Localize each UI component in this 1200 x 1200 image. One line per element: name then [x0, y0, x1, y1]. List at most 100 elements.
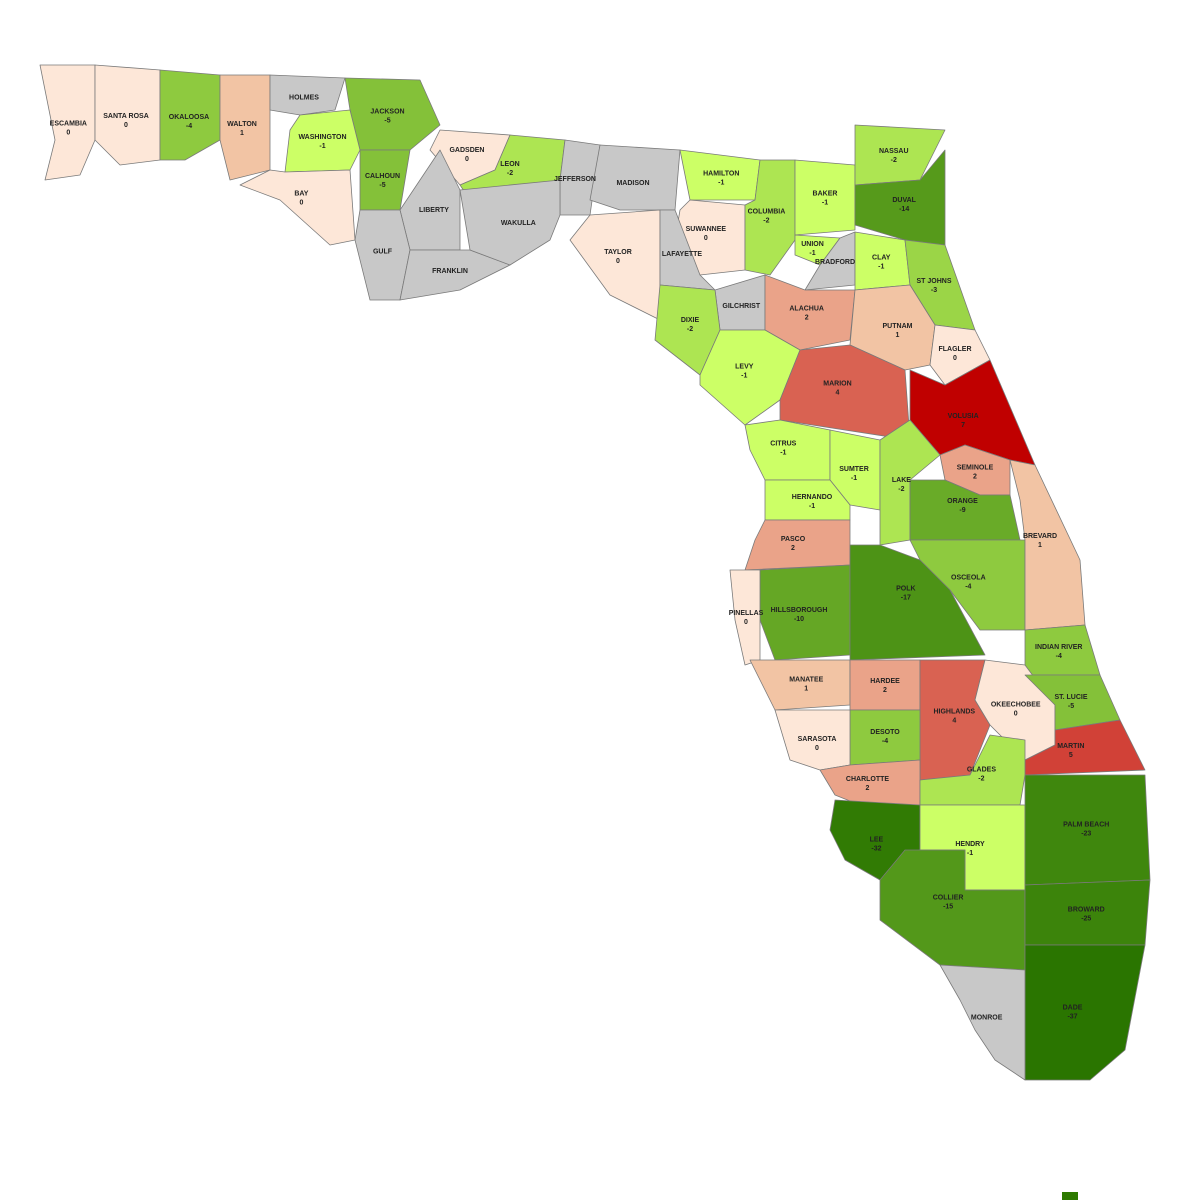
- county-value: 2: [973, 474, 977, 481]
- county-value: -4: [882, 738, 888, 745]
- county-value: 4: [836, 389, 840, 396]
- county-value: -32: [871, 845, 881, 852]
- county-name: GILCHRIST: [722, 303, 760, 310]
- county-name: WASHINGTON: [298, 134, 346, 141]
- county-name: MARTIN: [1057, 743, 1084, 750]
- county-value: -1: [319, 143, 325, 150]
- county-value: 0: [953, 355, 957, 362]
- county-value: 0: [124, 122, 128, 129]
- county: [744, 519, 851, 571]
- county-name: SUMTER: [839, 466, 869, 473]
- county: [559, 139, 601, 216]
- county-name: HARDEE: [870, 678, 900, 685]
- county-name: MADISON: [616, 180, 649, 187]
- county-value: -37: [1067, 1014, 1077, 1021]
- county-value: -1: [967, 850, 973, 857]
- county-value: 1: [804, 686, 808, 693]
- county: [939, 964, 1026, 1081]
- county-value: 0: [465, 156, 469, 163]
- county-value: 2: [866, 785, 870, 792]
- county-name: WALTON: [227, 121, 257, 128]
- county-name: SARASOTA: [798, 736, 837, 743]
- county: [359, 149, 411, 211]
- county-value: 2: [805, 314, 809, 321]
- county-value: -1: [878, 264, 884, 271]
- county-name: CLAY: [872, 255, 891, 262]
- county-name: LEVY: [735, 364, 754, 371]
- county-name: NASSAU: [879, 148, 909, 155]
- county-name: SEMINOLE: [957, 465, 994, 472]
- county-value: -5: [379, 182, 385, 189]
- county-name: COLLIER: [933, 895, 964, 902]
- county-value: 0: [744, 619, 748, 626]
- county: [239, 169, 356, 246]
- county: [729, 569, 761, 666]
- county-name: LIBERTY: [419, 207, 449, 214]
- county-name: SANTA ROSA: [103, 113, 149, 120]
- county-value: 0: [66, 129, 70, 136]
- county-value: -15: [943, 904, 953, 911]
- county-value: -9: [959, 507, 965, 514]
- county-name: ST JOHNS: [916, 278, 951, 285]
- county-name: JACKSON: [370, 108, 404, 115]
- county-name: HAMILTON: [703, 170, 739, 177]
- county-value: -5: [1068, 703, 1074, 710]
- county-value: 0: [704, 235, 708, 242]
- county: [749, 659, 851, 711]
- county-name: BRADFORD: [815, 259, 855, 266]
- county-value: -5: [384, 117, 390, 124]
- county-value: -1: [851, 475, 857, 482]
- county-name: DADE: [1063, 1005, 1083, 1012]
- county-name: HILLSBOROUGH: [771, 607, 828, 614]
- county-value: -10: [794, 616, 804, 623]
- county: [1024, 944, 1146, 1081]
- legend-swatch: [1062, 1192, 1078, 1200]
- county-value: -14: [899, 206, 909, 213]
- county: [744, 419, 831, 481]
- county-name: PUTNAM: [883, 323, 913, 330]
- county-name: LAKE: [892, 477, 911, 484]
- county: [159, 69, 221, 161]
- county-name: HOLMES: [289, 94, 319, 101]
- county-name: HERNANDO: [792, 494, 833, 501]
- county-value: -3: [931, 287, 937, 294]
- county-value: -2: [763, 218, 769, 225]
- county-value: 2: [883, 687, 887, 694]
- county-name: VOLUSIA: [948, 413, 979, 420]
- county-name: LAFAYETTE: [662, 251, 703, 258]
- county-name: PALM BEACH: [1063, 822, 1109, 829]
- county-value: -4: [965, 584, 971, 591]
- county-name: OKEECHOBEE: [991, 701, 1041, 708]
- county-name: WAKULLA: [501, 220, 536, 227]
- county-value: -2: [898, 486, 904, 493]
- county-name: JEFFERSON: [554, 176, 596, 183]
- county-value: -4: [186, 123, 192, 130]
- county-name: FRANKLIN: [432, 268, 468, 275]
- county-name: LEE: [870, 836, 884, 843]
- county-value: 4: [952, 718, 956, 725]
- county-value: 5: [1069, 752, 1073, 759]
- county-name: SUWANNEE: [686, 226, 727, 233]
- county: [849, 659, 921, 711]
- county: [764, 479, 851, 521]
- county-name: COLUMBIA: [748, 209, 786, 216]
- county-value: 0: [616, 258, 620, 265]
- county-name: PINELLAS: [729, 610, 764, 617]
- county-name: CALHOUN: [365, 173, 400, 180]
- county-name: GULF: [373, 249, 393, 256]
- county-name: OSCEOLA: [951, 575, 986, 582]
- county: [699, 329, 801, 426]
- county: [569, 209, 661, 321]
- county-value: 1: [1038, 542, 1042, 549]
- county-name: OKALOOSA: [169, 114, 209, 121]
- county-name: GLADES: [967, 766, 997, 773]
- county-value: -17: [901, 594, 911, 601]
- county-name: ALACHUA: [789, 305, 824, 312]
- county-value: -4: [1056, 653, 1062, 660]
- county: [804, 231, 856, 291]
- county-value: -1: [809, 503, 815, 510]
- county: [659, 209, 716, 291]
- county-value: -1: [822, 199, 828, 206]
- county-value: -1: [780, 449, 786, 456]
